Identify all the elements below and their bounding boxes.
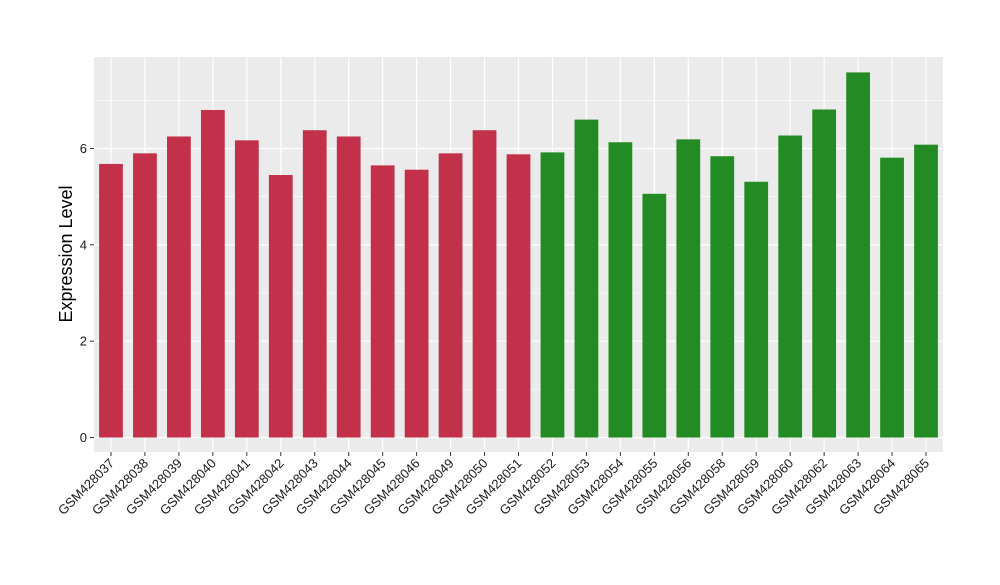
bar-GSM428060 xyxy=(778,135,803,438)
y-axis-title: Expression Level xyxy=(56,185,76,322)
bar-GSM428049 xyxy=(438,153,463,438)
bar-GSM428054 xyxy=(608,142,633,438)
bar-GSM428038 xyxy=(133,153,157,438)
y-tick-label: 6 xyxy=(80,141,87,156)
bar-GSM428042 xyxy=(268,175,293,438)
bars xyxy=(99,72,938,438)
bar-GSM428065 xyxy=(914,144,938,438)
bar-GSM428062 xyxy=(812,109,837,438)
bar-GSM428064 xyxy=(880,157,904,438)
y-tick-label: 0 xyxy=(80,430,87,445)
bar-GSM428052 xyxy=(540,152,565,438)
y-tick-label: 2 xyxy=(80,334,87,349)
bar-GSM428044 xyxy=(336,136,361,438)
bar-GSM428053 xyxy=(574,119,599,438)
bar-GSM428059 xyxy=(744,181,769,438)
bar-GSM428050 xyxy=(472,130,497,438)
bar-GSM428043 xyxy=(302,130,327,438)
bar-GSM428046 xyxy=(404,169,429,438)
bar-GSM428055 xyxy=(642,193,667,438)
bar-GSM428051 xyxy=(506,154,531,438)
bar-GSM428037 xyxy=(99,163,123,438)
bar-GSM428056 xyxy=(676,139,701,438)
bar-GSM428040 xyxy=(200,109,225,438)
bar-GSM428045 xyxy=(370,165,395,438)
bar-GSM428041 xyxy=(234,140,259,438)
bar-GSM428058 xyxy=(710,156,735,438)
y-tick-label: 4 xyxy=(80,237,87,252)
x-axis: GSM428037GSM428038GSM428039GSM428040GSM4… xyxy=(55,452,932,518)
bar-GSM428063 xyxy=(846,72,870,438)
y-axis: 0 2 4 6 xyxy=(80,141,94,445)
bar-GSM428039 xyxy=(167,136,191,438)
